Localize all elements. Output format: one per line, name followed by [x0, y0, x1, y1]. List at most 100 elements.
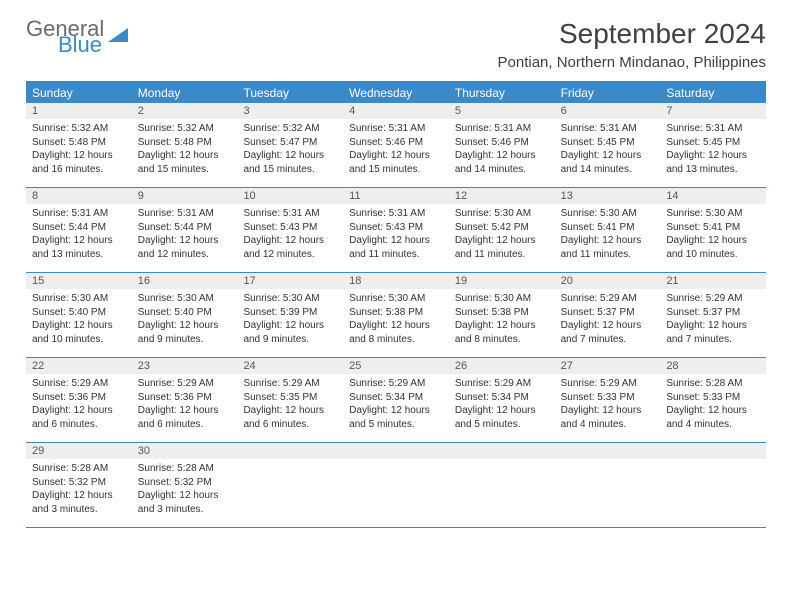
- day-cell: 22Sunrise: 5:29 AMSunset: 5:36 PMDayligh…: [26, 358, 132, 442]
- sunset-text: Sunset: 5:34 PM: [455, 391, 549, 405]
- day-body: Sunrise: 5:30 AMSunset: 5:42 PMDaylight:…: [449, 204, 555, 272]
- daylight-text: Daylight: 12 hours and 8 minutes.: [455, 319, 549, 346]
- day-cell: 13Sunrise: 5:30 AMSunset: 5:41 PMDayligh…: [555, 188, 661, 272]
- location: Pontian, Northern Mindanao, Philippines: [498, 54, 767, 71]
- sunset-text: Sunset: 5:45 PM: [666, 136, 760, 150]
- sunset-text: Sunset: 5:42 PM: [455, 221, 549, 235]
- day-body: Sunrise: 5:29 AMSunset: 5:33 PMDaylight:…: [555, 374, 661, 442]
- daylight-text: Daylight: 12 hours and 14 minutes.: [561, 149, 655, 176]
- sunset-text: Sunset: 5:34 PM: [349, 391, 443, 405]
- sunset-text: Sunset: 5:46 PM: [349, 136, 443, 150]
- day-body: Sunrise: 5:30 AMSunset: 5:40 PMDaylight:…: [26, 289, 132, 357]
- sunset-text: Sunset: 5:40 PM: [138, 306, 232, 320]
- day-cell: 29Sunrise: 5:28 AMSunset: 5:32 PMDayligh…: [26, 443, 132, 527]
- daylight-text: Daylight: 12 hours and 6 minutes.: [243, 404, 337, 431]
- day-cell: 4Sunrise: 5:31 AMSunset: 5:46 PMDaylight…: [343, 103, 449, 187]
- calendar-week: 15Sunrise: 5:30 AMSunset: 5:40 PMDayligh…: [26, 273, 766, 358]
- calendar-week: 29Sunrise: 5:28 AMSunset: 5:32 PMDayligh…: [26, 443, 766, 528]
- sunrise-text: Sunrise: 5:30 AM: [138, 292, 232, 306]
- daylight-text: Daylight: 12 hours and 12 minutes.: [243, 234, 337, 261]
- daylight-text: Daylight: 12 hours and 6 minutes.: [138, 404, 232, 431]
- calendar-week: 1Sunrise: 5:32 AMSunset: 5:48 PMDaylight…: [26, 103, 766, 188]
- sunset-text: Sunset: 5:39 PM: [243, 306, 337, 320]
- day-number: 3: [237, 103, 343, 119]
- day-number: [660, 443, 766, 459]
- day-header-thu: Thursday: [449, 83, 555, 103]
- day-number: 26: [449, 358, 555, 374]
- sunrise-text: Sunrise: 5:32 AM: [243, 122, 337, 136]
- day-body: Sunrise: 5:30 AMSunset: 5:39 PMDaylight:…: [237, 289, 343, 357]
- day-number: 27: [555, 358, 661, 374]
- day-body: Sunrise: 5:32 AMSunset: 5:48 PMDaylight:…: [26, 119, 132, 187]
- day-number: 30: [132, 443, 238, 459]
- day-number: 25: [343, 358, 449, 374]
- day-body: Sunrise: 5:31 AMSunset: 5:45 PMDaylight:…: [555, 119, 661, 187]
- daylight-text: Daylight: 12 hours and 3 minutes.: [32, 489, 126, 516]
- day-body: Sunrise: 5:29 AMSunset: 5:37 PMDaylight:…: [555, 289, 661, 357]
- day-header-row: Sunday Monday Tuesday Wednesday Thursday…: [26, 83, 766, 103]
- sunrise-text: Sunrise: 5:31 AM: [349, 122, 443, 136]
- day-number: 9: [132, 188, 238, 204]
- sunrise-text: Sunrise: 5:29 AM: [666, 292, 760, 306]
- daylight-text: Daylight: 12 hours and 13 minutes.: [32, 234, 126, 261]
- day-body: [449, 459, 555, 527]
- day-cell: [660, 443, 766, 527]
- day-cell: 10Sunrise: 5:31 AMSunset: 5:43 PMDayligh…: [237, 188, 343, 272]
- sunset-text: Sunset: 5:44 PM: [32, 221, 126, 235]
- day-header-mon: Monday: [132, 83, 238, 103]
- day-number: 10: [237, 188, 343, 204]
- daylight-text: Daylight: 12 hours and 10 minutes.: [666, 234, 760, 261]
- sunrise-text: Sunrise: 5:31 AM: [666, 122, 760, 136]
- daylight-text: Daylight: 12 hours and 14 minutes.: [455, 149, 549, 176]
- brand-logo: General Blue: [26, 18, 130, 56]
- day-cell: 30Sunrise: 5:28 AMSunset: 5:32 PMDayligh…: [132, 443, 238, 527]
- sunrise-text: Sunrise: 5:32 AM: [138, 122, 232, 136]
- day-body: Sunrise: 5:31 AMSunset: 5:44 PMDaylight:…: [26, 204, 132, 272]
- day-number: 7: [660, 103, 766, 119]
- sunset-text: Sunset: 5:32 PM: [32, 476, 126, 490]
- day-number: 11: [343, 188, 449, 204]
- sunset-text: Sunset: 5:41 PM: [666, 221, 760, 235]
- sunset-text: Sunset: 5:40 PM: [32, 306, 126, 320]
- day-number: 24: [237, 358, 343, 374]
- sunset-text: Sunset: 5:38 PM: [455, 306, 549, 320]
- day-number: 19: [449, 273, 555, 289]
- day-body: Sunrise: 5:32 AMSunset: 5:48 PMDaylight:…: [132, 119, 238, 187]
- day-body: Sunrise: 5:31 AMSunset: 5:43 PMDaylight:…: [237, 204, 343, 272]
- day-body: Sunrise: 5:32 AMSunset: 5:47 PMDaylight:…: [237, 119, 343, 187]
- calendar-week: 8Sunrise: 5:31 AMSunset: 5:44 PMDaylight…: [26, 188, 766, 273]
- day-cell: [343, 443, 449, 527]
- daylight-text: Daylight: 12 hours and 11 minutes.: [349, 234, 443, 261]
- day-cell: 15Sunrise: 5:30 AMSunset: 5:40 PMDayligh…: [26, 273, 132, 357]
- day-body: Sunrise: 5:28 AMSunset: 5:32 PMDaylight:…: [132, 459, 238, 527]
- day-cell: 24Sunrise: 5:29 AMSunset: 5:35 PMDayligh…: [237, 358, 343, 442]
- sunset-text: Sunset: 5:37 PM: [666, 306, 760, 320]
- day-cell: 20Sunrise: 5:29 AMSunset: 5:37 PMDayligh…: [555, 273, 661, 357]
- daylight-text: Daylight: 12 hours and 7 minutes.: [561, 319, 655, 346]
- daylight-text: Daylight: 12 hours and 12 minutes.: [138, 234, 232, 261]
- daylight-text: Daylight: 12 hours and 9 minutes.: [138, 319, 232, 346]
- day-cell: 1Sunrise: 5:32 AMSunset: 5:48 PMDaylight…: [26, 103, 132, 187]
- day-body: Sunrise: 5:31 AMSunset: 5:43 PMDaylight:…: [343, 204, 449, 272]
- day-number: 13: [555, 188, 661, 204]
- sunrise-text: Sunrise: 5:31 AM: [243, 207, 337, 221]
- day-number: [237, 443, 343, 459]
- title-block: September 2024 Pontian, Northern Mindana…: [498, 18, 767, 71]
- daylight-text: Daylight: 12 hours and 9 minutes.: [243, 319, 337, 346]
- day-body: [237, 459, 343, 527]
- sunrise-text: Sunrise: 5:29 AM: [455, 377, 549, 391]
- day-cell: 21Sunrise: 5:29 AMSunset: 5:37 PMDayligh…: [660, 273, 766, 357]
- day-number: [343, 443, 449, 459]
- daylight-text: Daylight: 12 hours and 5 minutes.: [349, 404, 443, 431]
- day-cell: 9Sunrise: 5:31 AMSunset: 5:44 PMDaylight…: [132, 188, 238, 272]
- day-body: Sunrise: 5:29 AMSunset: 5:34 PMDaylight:…: [343, 374, 449, 442]
- day-body: Sunrise: 5:29 AMSunset: 5:37 PMDaylight:…: [660, 289, 766, 357]
- sunrise-text: Sunrise: 5:29 AM: [243, 377, 337, 391]
- day-header-sun: Sunday: [26, 83, 132, 103]
- day-cell: [237, 443, 343, 527]
- day-number: 15: [26, 273, 132, 289]
- day-body: Sunrise: 5:29 AMSunset: 5:36 PMDaylight:…: [132, 374, 238, 442]
- day-number: 28: [660, 358, 766, 374]
- month-title: September 2024: [498, 18, 767, 50]
- daylight-text: Daylight: 12 hours and 11 minutes.: [561, 234, 655, 261]
